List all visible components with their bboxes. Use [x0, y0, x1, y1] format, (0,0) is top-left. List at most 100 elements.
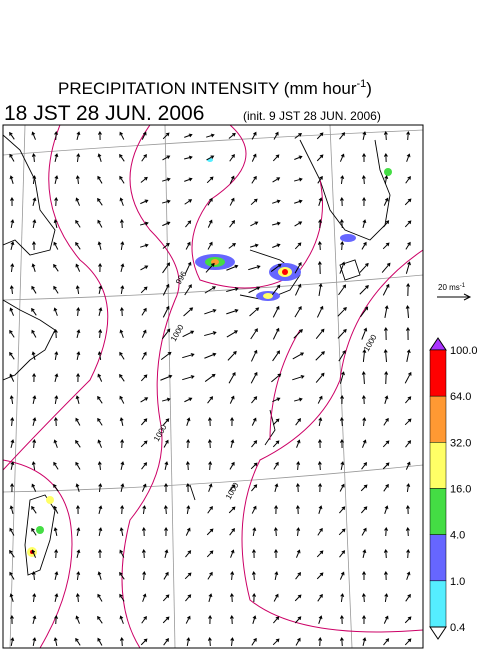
wind-arrow [226, 308, 239, 315]
wind-arrow [318, 197, 323, 206]
wind-arrow [9, 307, 15, 316]
wind-arrow [120, 483, 125, 493]
wind-arrow [98, 329, 103, 339]
wind-arrow [53, 417, 58, 427]
wind-arrow [204, 286, 216, 294]
wind-arrow [226, 287, 239, 293]
wind-arrow [140, 638, 148, 646]
precip-cell [282, 269, 288, 275]
wind-arrow [75, 439, 81, 448]
wind-arrow [382, 242, 390, 250]
wind-arrow [296, 461, 301, 471]
wind-arrow [361, 527, 367, 536]
wind-arrow [97, 241, 102, 250]
wind-arrow [228, 132, 236, 139]
wind-arrow [406, 571, 411, 580]
wind-arrow [141, 527, 146, 537]
wind-arrow [250, 328, 258, 340]
wind-arrow [316, 154, 324, 162]
wind-arrow [10, 263, 15, 273]
wind-arrow [404, 198, 412, 206]
wind-arrow [97, 615, 103, 624]
wind-arrow [140, 243, 149, 248]
wind-arrow [54, 615, 59, 625]
wind-arrow [10, 461, 15, 471]
wind-arrow [383, 549, 388, 559]
wind-arrow [340, 593, 345, 603]
wind-arrow [315, 328, 325, 339]
wind-arrow [272, 327, 280, 340]
wind-arrow [273, 593, 279, 602]
wind-arrow [32, 373, 37, 383]
wind-arrow [274, 505, 279, 515]
wind-arrow [75, 197, 81, 206]
wind-arrow [362, 439, 367, 448]
wind-arrow [296, 439, 301, 448]
wind-arrow [163, 637, 169, 646]
wind-arrow [119, 593, 125, 602]
wind-arrow [31, 263, 36, 272]
wind-arrow [248, 286, 261, 294]
wind-arrow [97, 549, 102, 559]
wind-arrow [273, 461, 279, 470]
wind-arrow [251, 549, 256, 559]
wind-arrow [359, 285, 369, 295]
wind-arrow [98, 505, 103, 514]
wind-arrow [316, 572, 324, 580]
wind-arrow [184, 397, 193, 403]
wind-arrow [360, 506, 368, 514]
wind-arrow [140, 176, 148, 183]
wind-arrow [338, 528, 346, 536]
wind-arrow [339, 153, 345, 162]
wind-arrow [207, 396, 214, 404]
contour-label: 1000 [169, 323, 186, 343]
wind-arrow [9, 329, 15, 338]
wind-arrow [340, 241, 345, 251]
wind-arrow [32, 417, 37, 426]
wind-arrow [294, 306, 302, 318]
wind-arrow [226, 330, 238, 338]
wind-arrow [185, 461, 190, 471]
wind-arrow [406, 483, 411, 493]
wind-arrow [249, 307, 260, 317]
wind-arrow [318, 483, 323, 493]
wind-arrow [119, 417, 124, 427]
wind-arrow [296, 527, 301, 537]
wind-arrow [184, 284, 192, 296]
color-bin [429, 488, 447, 535]
wind-arrow [140, 265, 149, 271]
wind-arrow [405, 527, 410, 537]
wind-arrow [272, 418, 280, 426]
wind-arrow [207, 571, 213, 580]
wind-arrow [185, 615, 191, 624]
wind-arrow [76, 549, 81, 558]
wind-arrow [97, 417, 103, 426]
wind-arrow [208, 461, 213, 471]
wind-arrow [119, 329, 124, 338]
wind-arrow [405, 505, 410, 515]
color-bin [429, 580, 447, 628]
wind-arrow [382, 462, 390, 470]
wind-arrow [119, 351, 125, 360]
wind-arrow [9, 571, 15, 580]
wind-arrow [384, 527, 389, 537]
wind-arrow [230, 637, 235, 647]
wind-arrow [97, 219, 103, 228]
wind-arrow [315, 351, 325, 361]
isobar [191, 125, 323, 289]
wind-arrow [361, 327, 368, 340]
wind-arrow [32, 637, 37, 647]
wind-arrow [251, 440, 258, 448]
wind-arrow [362, 417, 367, 427]
wind-arrow [9, 593, 14, 602]
wind-arrow [32, 593, 37, 603]
wind-arrow [182, 375, 195, 381]
wind-arrow [361, 371, 366, 385]
wind-arrow [119, 549, 125, 558]
wind-arrow [75, 285, 80, 295]
wind-arrow [229, 593, 234, 603]
wind-arrow [316, 132, 324, 140]
wind-arrow [53, 505, 59, 514]
wind-arrow [185, 527, 191, 536]
